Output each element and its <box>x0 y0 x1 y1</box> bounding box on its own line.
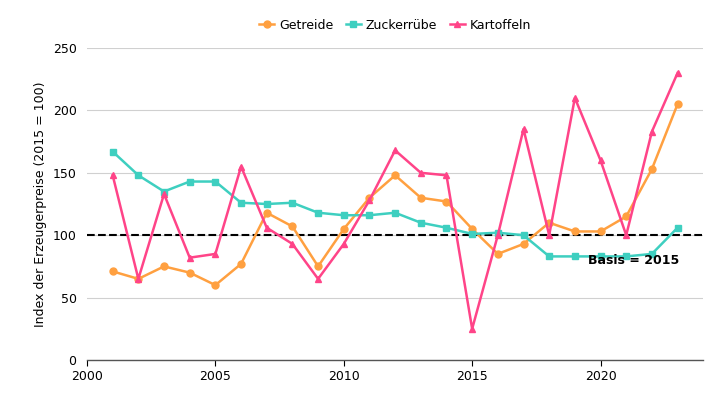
Kartoffeln <box>160 192 168 196</box>
Zuckerrübe <box>545 254 554 259</box>
Line: Zuckerrübe: Zuckerrübe <box>109 148 681 260</box>
Zuckerrübe <box>236 200 245 205</box>
Getreide <box>571 229 579 234</box>
Zuckerrübe <box>108 149 117 154</box>
Getreide <box>647 167 656 172</box>
Kartoffeln <box>365 198 374 203</box>
Kartoffeln <box>314 276 323 281</box>
Zuckerrübe <box>494 230 502 235</box>
Kartoffeln <box>519 127 528 132</box>
Kartoffeln <box>622 233 631 238</box>
Kartoffeln <box>288 242 297 246</box>
Zuckerrübe <box>134 173 143 178</box>
Getreide <box>416 195 425 200</box>
Zuckerrübe <box>211 179 220 184</box>
Kartoffeln <box>468 326 476 331</box>
Getreide <box>186 270 194 275</box>
Getreide <box>494 252 502 256</box>
Y-axis label: Index der Erzeugerpreise (2015 = 100): Index der Erzeugerpreise (2015 = 100) <box>34 81 47 327</box>
Kartoffeln <box>494 233 502 238</box>
Zuckerrübe <box>647 252 656 256</box>
Getreide <box>674 102 682 106</box>
Getreide <box>134 276 143 281</box>
Line: Getreide: Getreide <box>109 101 681 288</box>
Getreide <box>596 229 605 234</box>
Kartoffeln <box>262 225 271 230</box>
Kartoffeln <box>571 96 579 100</box>
Zuckerrübe <box>314 210 323 215</box>
Getreide <box>519 242 528 246</box>
Zuckerrübe <box>365 213 374 218</box>
Kartoffeln <box>108 173 117 178</box>
Kartoffeln <box>442 173 451 178</box>
Legend: Getreide, Zuckerrübe, Kartoffeln: Getreide, Zuckerrübe, Kartoffeln <box>254 14 536 37</box>
Kartoffeln <box>391 148 399 153</box>
Getreide <box>108 269 117 274</box>
Zuckerrübe <box>519 233 528 238</box>
Getreide <box>314 264 323 269</box>
Line: Kartoffeln: Kartoffeln <box>109 70 681 332</box>
Kartoffeln <box>596 158 605 163</box>
Kartoffeln <box>134 276 143 281</box>
Kartoffeln <box>186 255 194 260</box>
Kartoffeln <box>674 70 682 75</box>
Getreide <box>339 226 348 231</box>
Getreide <box>622 214 631 219</box>
Zuckerrübe <box>622 254 631 259</box>
Getreide <box>160 264 168 269</box>
Getreide <box>442 199 451 204</box>
Zuckerrübe <box>596 254 605 259</box>
Getreide <box>391 173 399 178</box>
Getreide <box>262 210 271 215</box>
Zuckerrübe <box>288 200 297 205</box>
Kartoffeln <box>236 164 245 169</box>
Getreide <box>365 195 374 200</box>
Kartoffeln <box>211 252 220 256</box>
Kartoffeln <box>545 233 554 238</box>
Zuckerrübe <box>674 225 682 230</box>
Kartoffeln <box>647 129 656 134</box>
Zuckerrübe <box>468 232 476 236</box>
Text: Basis = 2015: Basis = 2015 <box>588 254 679 267</box>
Kartoffeln <box>416 170 425 175</box>
Zuckerrübe <box>186 179 194 184</box>
Getreide <box>545 220 554 225</box>
Zuckerrübe <box>442 225 451 230</box>
Getreide <box>211 283 220 288</box>
Zuckerrübe <box>391 210 399 215</box>
Getreide <box>236 262 245 266</box>
Zuckerrübe <box>160 189 168 194</box>
Zuckerrübe <box>416 220 425 225</box>
Zuckerrübe <box>571 254 579 259</box>
Getreide <box>288 224 297 229</box>
Zuckerrübe <box>262 202 271 206</box>
Kartoffeln <box>339 242 348 246</box>
Getreide <box>468 226 476 231</box>
Zuckerrübe <box>339 213 348 218</box>
